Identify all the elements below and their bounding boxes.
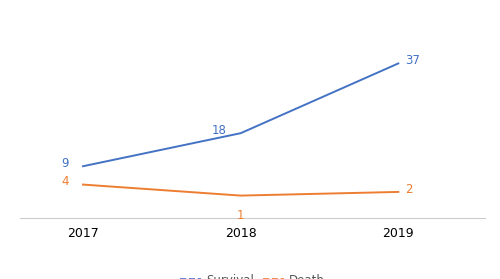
- Text: 1: 1: [237, 210, 244, 222]
- Text: 37: 37: [405, 54, 420, 67]
- Text: 18: 18: [212, 124, 227, 137]
- Legend: Survival, Death: Survival, Death: [175, 269, 330, 279]
- Text: 2: 2: [405, 183, 412, 196]
- Text: 4: 4: [62, 175, 69, 188]
- Text: 9: 9: [62, 157, 69, 170]
